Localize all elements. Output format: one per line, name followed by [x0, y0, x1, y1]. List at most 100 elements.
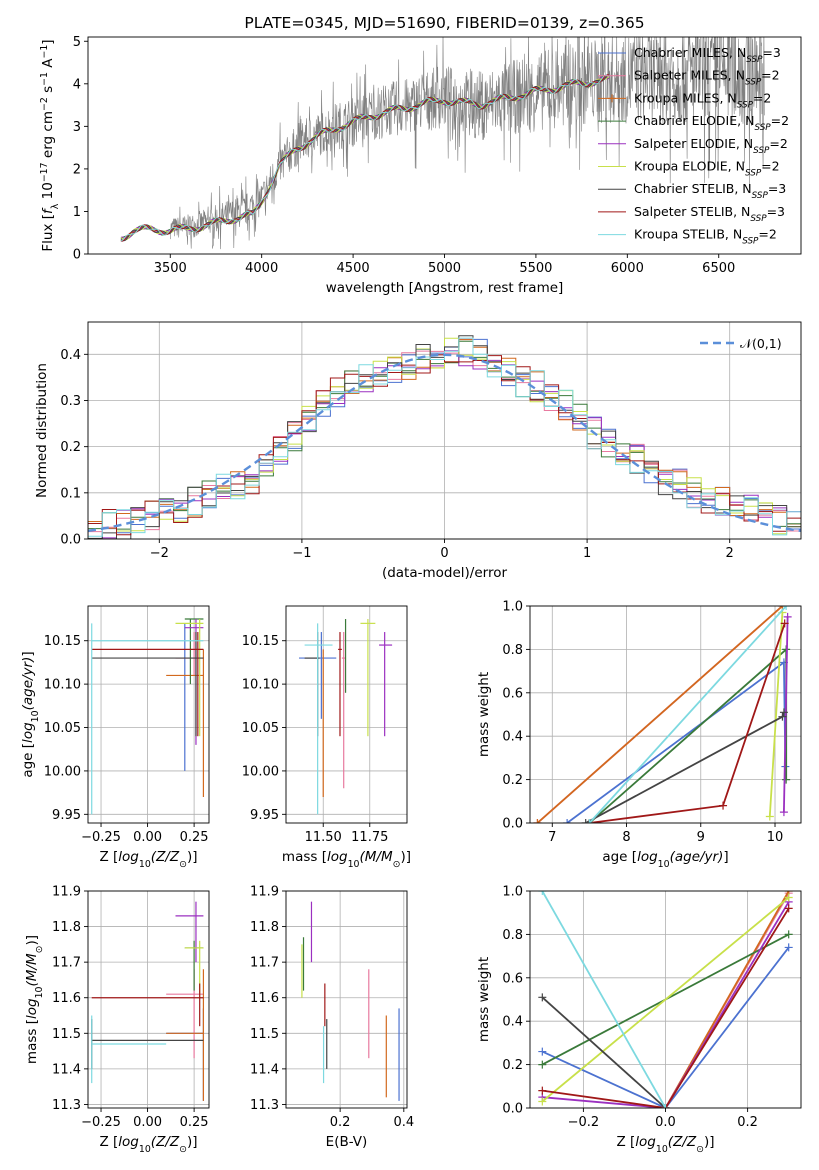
weight-marker — [538, 891, 547, 895]
x-axis-label: Z [log10(Z/Z⊙)] — [99, 1134, 197, 1155]
weight-marker — [563, 819, 572, 823]
weight-marker — [784, 904, 793, 913]
y-axis-label: Flux [fλ 10−17 erg cm−2 s−1 A−1] — [39, 39, 61, 251]
weight-line — [783, 616, 789, 813]
model-spectrum-8 — [120, 74, 610, 242]
weight-marker — [533, 819, 542, 823]
x-tick-label: 0.2 — [330, 1115, 351, 1130]
x-tick-label: 6000 — [611, 261, 644, 276]
y-tick-label: 10.10 — [242, 678, 279, 693]
axes: −2 −1 0 1 2 0.0 0.1 0.2 0.3 0.4 (data-model)/error… — [34, 348, 734, 581]
plot-area — [91, 901, 205, 1101]
axes: 11.50 11.75 9.95 10.00 10.05 10.10 10.15 mass [… — [242, 634, 411, 869]
y-tick-label: 11.3 — [250, 1098, 279, 1113]
panel-mass_vs_Z: −0.25 0.00 0.25 11.3 11.4 11.5 11.6 11.7 11.8 11.… — [24, 885, 210, 1155]
weight-marker — [719, 801, 728, 810]
error-bar-point — [166, 969, 205, 1101]
legend-label: Kroupa MILES, NSSP=2 — [634, 90, 771, 110]
axes-frame — [529, 605, 802, 824]
weight-marker — [782, 606, 791, 610]
y-tick-label: 0.3 — [60, 394, 81, 409]
y-tick-label: 2 — [73, 162, 81, 177]
legend-label: Chabrier STELIB, NSSP=3 — [634, 181, 786, 201]
legend-label: Chabrier ELODIE, NSSP=2 — [634, 113, 789, 133]
y-tick-label: 0.2 — [502, 773, 523, 788]
y-tick-label: 10.10 — [44, 678, 81, 693]
legend-label: Chabrier MILES, NSSP=3 — [634, 45, 781, 65]
panel-age_vs_mass: 11.50 11.75 9.95 10.00 10.05 10.10 10.15 mass [… — [242, 605, 411, 870]
weight-marker — [784, 930, 793, 939]
x-tick-label: −1 — [292, 546, 311, 561]
x-tick-label: 10 — [767, 830, 784, 845]
weight-line — [589, 623, 786, 823]
axes: −0.2 0.0 0.2 0.0 0.2 0.4 0.6 0.8 1.0 Z [log10(Z/Z… — [476, 885, 758, 1155]
weight-marker — [538, 993, 547, 1002]
weight-marker — [779, 808, 788, 817]
axes: −0.25 0.00 0.25 11.3 11.4 11.5 11.6 11.7 11.8 11.… — [24, 885, 209, 1155]
y-tick-label: 11.3 — [52, 1098, 81, 1113]
observed-spectrum — [170, 37, 765, 250]
x-tick-label: 7 — [548, 830, 556, 845]
plot-area — [538, 891, 793, 1108]
x-tick-label: −0.25 — [81, 830, 121, 845]
plot-area — [301, 901, 400, 1101]
weight-line — [541, 891, 667, 1108]
legend: 𝒩(0,1) — [700, 336, 782, 351]
weight-marker — [581, 819, 590, 823]
legend-label: Kroupa ELODIE, NSSP=2 — [634, 159, 780, 179]
y-tick-label: 11.7 — [250, 956, 279, 971]
error-bar-point — [175, 619, 204, 737]
weight-line — [585, 712, 785, 823]
plot-area — [91, 618, 205, 815]
axes: 0.2 0.4 11.3 11.4 11.5 11.6 11.7 11.8 11.9 E(B-V) — [250, 885, 414, 1151]
y-tick-label: 0.4 — [502, 730, 523, 745]
legend: Chabrier MILES, NSSP=3 Salpeter MILES, NS… — [598, 45, 789, 247]
y-tick-label: 10.15 — [44, 634, 81, 649]
weight-marker — [784, 943, 793, 952]
legend-label: Salpeter STELIB, NSSP=3 — [634, 204, 785, 224]
weight-marker — [784, 893, 793, 902]
y-tick-label: 11.9 — [52, 885, 81, 900]
weight-series-6 — [538, 893, 793, 1106]
axes-frame — [87, 36, 802, 255]
y-tick-label: 11.5 — [250, 1027, 279, 1042]
weight-marker — [538, 1060, 547, 1069]
error-bar-point — [166, 969, 204, 1059]
legend-label: Kroupa STELIB, NSSP=2 — [634, 227, 777, 247]
axes-frame — [529, 890, 802, 1109]
y-tick-label: 11.8 — [52, 920, 81, 935]
plot-area — [299, 619, 393, 815]
y-tick-label: 11.4 — [52, 1062, 81, 1077]
axes: 3500 4000 4500 5000 5500 6000 6500 0 1 2 3 4 5 wavele… — [39, 35, 736, 296]
weight-line — [542, 901, 790, 1108]
weight-line — [542, 907, 790, 1108]
legend-label: Salpeter ELODIE, NSSP=2 — [634, 136, 788, 156]
error-bar-point — [166, 1008, 205, 1101]
error-bar-point — [360, 619, 376, 737]
axes: −0.25 0.00 0.25 9.95 10.00 10.05 10.10 10.15 Z [… — [20, 634, 209, 869]
plot-area — [88, 335, 801, 539]
panel-residuals: −2 −1 0 1 2 0.0 0.1 0.2 0.3 0.4 (data-model)/error… — [34, 321, 802, 581]
x-tick-label: −2 — [150, 546, 169, 561]
error-bar-point — [184, 618, 204, 685]
y-tick-label: 10.00 — [44, 764, 81, 779]
weight-marker — [538, 1097, 547, 1106]
weight-marker — [780, 619, 789, 628]
y-tick-label: 1.0 — [502, 885, 523, 900]
y-tick-label: 10.00 — [242, 764, 279, 779]
x-tick-label: 0.4 — [393, 1115, 414, 1130]
weight-line — [588, 606, 787, 823]
chart-title: PLATE=0345, MJD=51690, FIBERID=0139, z=0… — [244, 14, 644, 32]
axes-frame — [87, 321, 802, 540]
x-tick-label: 2 — [726, 546, 734, 561]
y-tick-label: 5 — [73, 35, 81, 50]
panel-age_vs_Z: −0.25 0.00 0.25 9.95 10.00 10.05 10.10 10.15 Z [… — [20, 605, 210, 870]
axes-frame — [87, 605, 210, 824]
x-tick-label: 11.75 — [351, 830, 388, 845]
plot-area — [533, 606, 792, 823]
y-tick-label: 0.0 — [502, 1102, 523, 1117]
weight-marker — [585, 819, 594, 823]
x-tick-label: 0.25 — [180, 830, 209, 845]
weight-line — [768, 612, 784, 817]
y-tick-label: 0.2 — [60, 440, 81, 455]
